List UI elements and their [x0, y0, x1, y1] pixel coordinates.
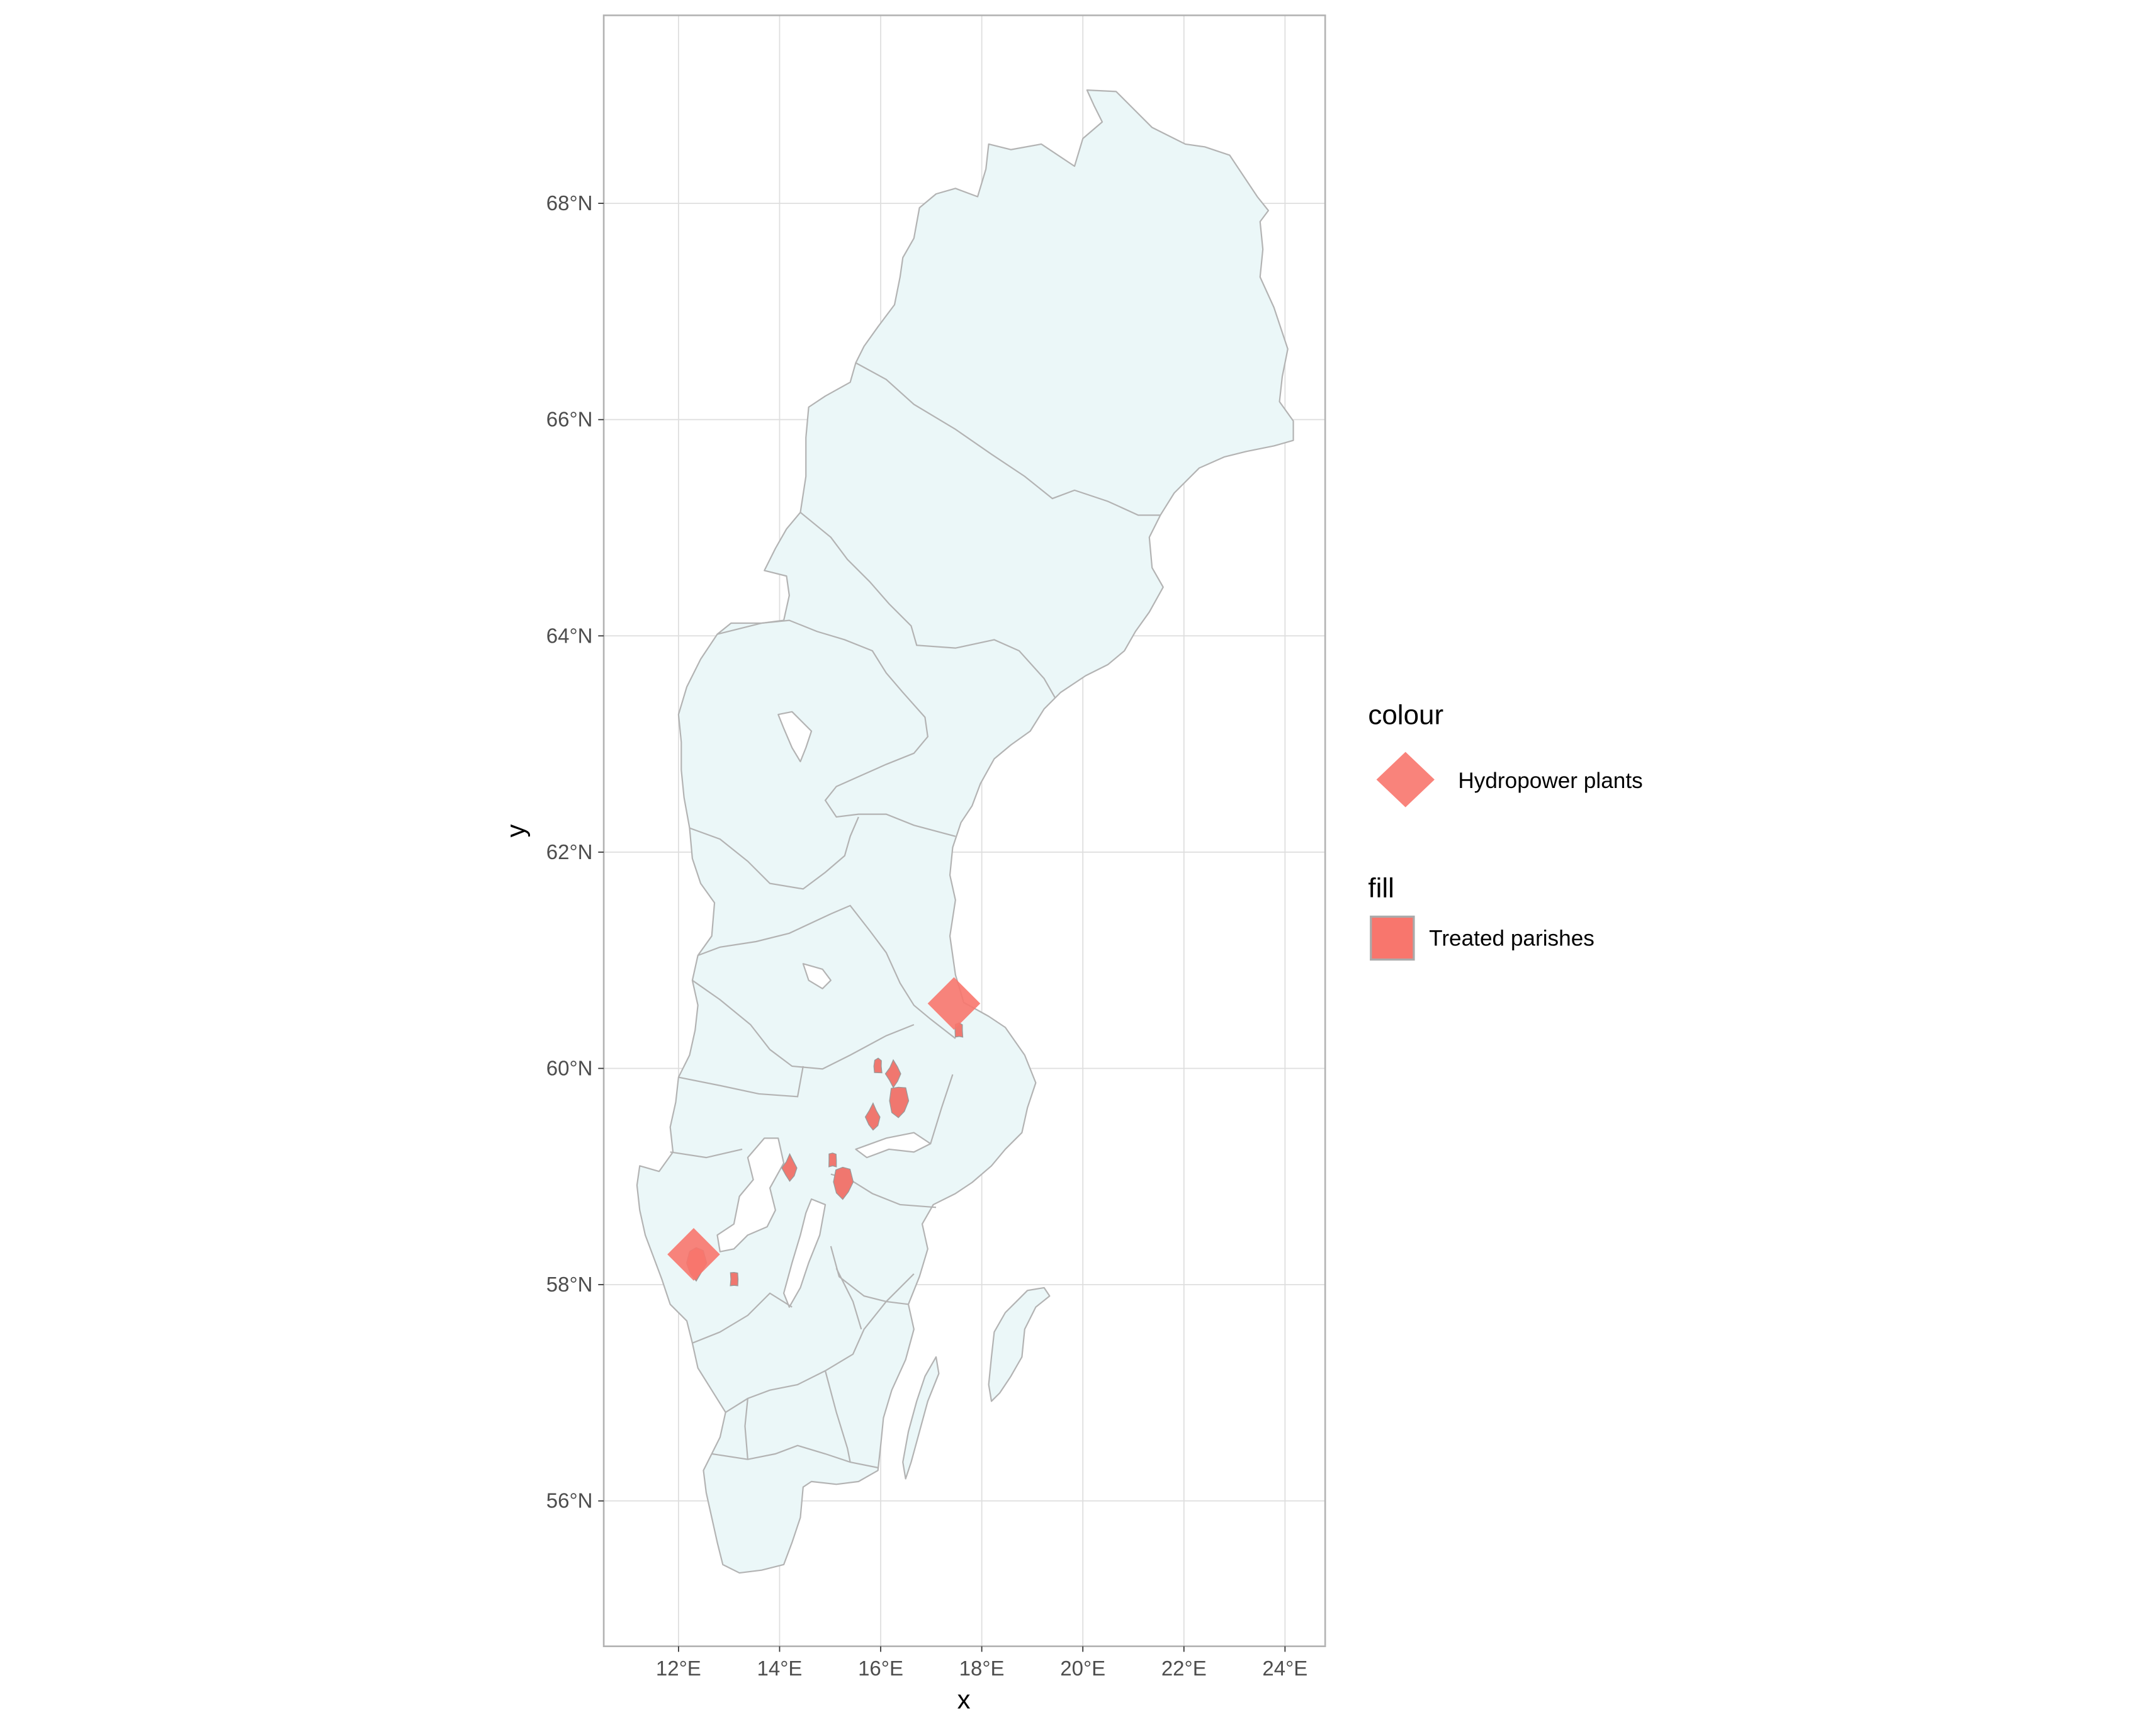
lake-malaren: [855, 1132, 932, 1159]
x-tick-label: 12°E: [656, 1657, 701, 1680]
lake-siljan: [802, 963, 832, 989]
treated-parish: [889, 1086, 910, 1118]
treated-parish-swatch-icon: [1370, 915, 1415, 961]
x-tick-label: 20°E: [1060, 1657, 1105, 1680]
x-tick-label: 22°E: [1161, 1657, 1207, 1680]
lake-vattern: [782, 1198, 827, 1308]
hydropower-plant-diamond-icon: [1376, 752, 1435, 808]
legend-fill-label: Treated parishes: [1429, 926, 1594, 951]
treated-parish: [730, 1272, 739, 1286]
sweden-outline: [636, 89, 1294, 1574]
y-tick-label: 68°N: [546, 191, 593, 215]
y-tick-label: 58°N: [546, 1273, 593, 1296]
lake-storsjon: [777, 711, 813, 763]
sweden-land: [636, 89, 1294, 1574]
gotland-island: [988, 1286, 1051, 1402]
y-tick-label: 56°N: [546, 1489, 593, 1512]
legend: colour Hydropower plants fill Treated pa…: [1368, 700, 1643, 961]
treated-parish: [781, 1152, 798, 1182]
y-tick-label: 64°N: [546, 624, 593, 647]
x-tick-label: 18°E: [959, 1657, 1005, 1680]
treated-parish: [828, 1152, 837, 1168]
legend-colour-label: Hydropower plants: [1458, 768, 1642, 793]
y-axis-title: y: [501, 824, 531, 837]
treated-parish: [873, 1057, 883, 1074]
county-borders: [670, 362, 1161, 1468]
y-tick-label: 66°N: [546, 408, 593, 431]
oland-island: [902, 1356, 940, 1480]
x-tick-label: 24°E: [1262, 1657, 1307, 1680]
plot-panel-border: [602, 14, 1326, 1647]
treated-parish: [864, 1102, 881, 1131]
treated-parish: [884, 1059, 901, 1089]
treated-parish: [833, 1166, 854, 1200]
x-axis-title: x: [957, 1685, 971, 1714]
hydropower-plant-marker: [667, 1228, 720, 1281]
legend-fill-title: fill: [1368, 873, 1394, 904]
legend-colour-title: colour: [1368, 700, 1443, 731]
axis-ticks: 12°E 14°E 16°E 18°E 20°E 22°E 24°E 56°N 58°N 60°N…: [546, 191, 1308, 1680]
x-tick-label: 14°E: [757, 1657, 803, 1680]
lake-vanern: [716, 1137, 785, 1253]
hydropower-plants-layer: [667, 977, 981, 1281]
hydropower-plant-marker: [927, 977, 981, 1030]
y-tick-label: 62°N: [546, 840, 593, 864]
x-tick-label: 16°E: [858, 1657, 903, 1680]
y-tick-label: 60°N: [546, 1056, 593, 1079]
